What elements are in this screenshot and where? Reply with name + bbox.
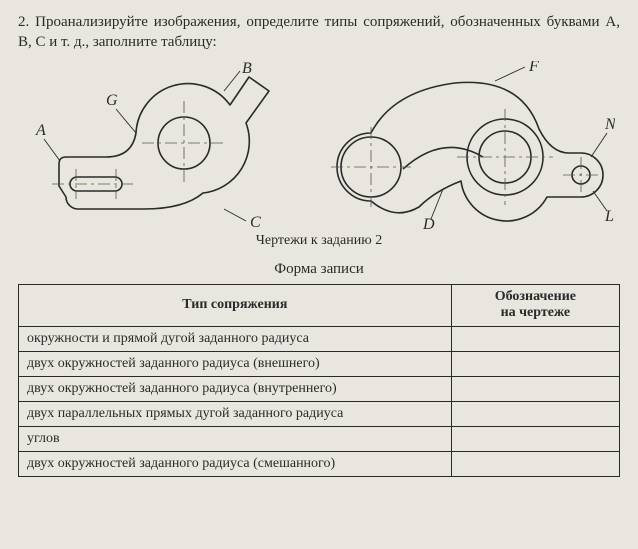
- table-row: двух окружностей заданного радиуса (внут…: [19, 377, 620, 402]
- table-header-type: Тип сопряжения: [19, 284, 452, 327]
- table-row: окружности и прямой дугой заданного ради…: [19, 327, 620, 352]
- drawings-caption: Чертежи к заданию 2: [18, 233, 620, 249]
- label-D: D: [422, 216, 435, 231]
- table-row: двух параллельных прямых дугой заданного…: [19, 402, 620, 427]
- label-F: F: [528, 61, 539, 75]
- drawings-container: A G B C: [18, 61, 620, 231]
- label-G: G: [106, 92, 118, 109]
- figure-right: F N L D: [315, 61, 615, 231]
- label-B: B: [242, 61, 252, 77]
- label-N: N: [604, 116, 615, 133]
- label-C: C: [250, 214, 261, 231]
- table-header-designation: Обозначение на чертеже: [451, 284, 619, 327]
- table-row: двух окружностей заданного радиуса (внеш…: [19, 352, 620, 377]
- label-A: A: [35, 122, 46, 139]
- answer-table: Тип сопряжения Обозначение на чертеже ок…: [18, 284, 620, 478]
- label-L: L: [604, 208, 614, 225]
- form-title: Форма записи: [18, 261, 620, 278]
- table-row: двух окружностей заданного радиуса (смеш…: [19, 452, 620, 477]
- figure-left: A G B C: [24, 61, 304, 231]
- table-row: углов: [19, 427, 620, 452]
- task-text: 2. Проанализируйте изображения, определи…: [18, 12, 620, 53]
